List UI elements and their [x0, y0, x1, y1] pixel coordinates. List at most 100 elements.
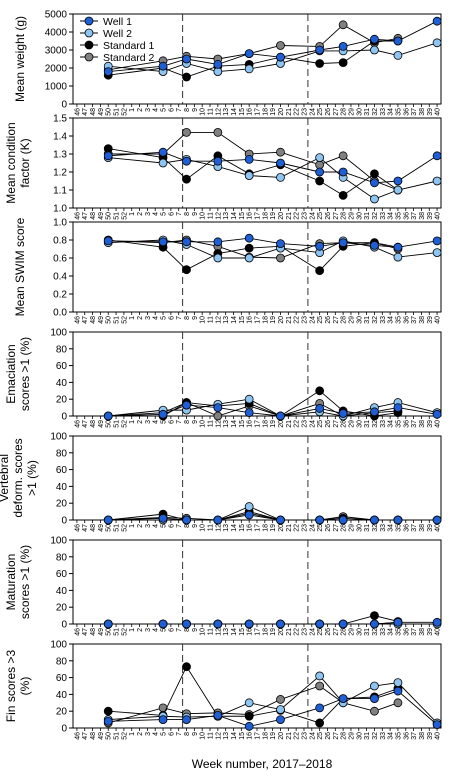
x-tick-label: 16: [247, 420, 254, 428]
x-tick-label: 4: [153, 316, 160, 320]
x-tick-label: 6: [168, 420, 175, 424]
x-tick-label: 30: [356, 108, 363, 116]
x-tick-label: 5: [161, 420, 168, 424]
data-point-well-1: [393, 242, 403, 252]
y-tick-label: 40: [56, 586, 68, 597]
x-tick-label: 13: [223, 524, 230, 532]
x-tick-label: 49: [98, 316, 105, 324]
y-tick-label: 80: [56, 552, 68, 563]
x-tick-label: 15: [239, 628, 246, 636]
x-tick-label: 48: [90, 524, 97, 532]
x-tick-label: 13: [223, 316, 230, 324]
data-point-standard-1: [370, 611, 379, 620]
x-tick-label: 34: [388, 420, 395, 428]
x-tick-label: 4: [153, 524, 160, 528]
y-tick-label: 1.5: [53, 114, 67, 125]
x-tick-label: 48: [90, 420, 97, 428]
x-tick-label: 34: [388, 212, 395, 220]
x-tick-label: 26: [325, 316, 332, 324]
x-tick-label: 24: [309, 316, 316, 324]
x-tick-label: 52: [121, 628, 128, 636]
x-tick-label: 5: [161, 108, 168, 112]
x-tick-label: 47: [82, 628, 89, 636]
x-tick-label: 18: [262, 212, 269, 220]
x-tick-label: 27: [333, 732, 340, 740]
data-point-well-1: [276, 619, 285, 629]
x-tick-label: 11: [208, 732, 215, 739]
x-tick-label: 6: [168, 108, 175, 112]
x-tick-label: 22: [294, 420, 301, 428]
data-point-well-1: [103, 236, 113, 246]
x-tick-label: 13: [223, 108, 230, 116]
data-point-well-2: [244, 394, 254, 404]
x-tick-label: 25: [317, 732, 324, 740]
x-tick-label: 32: [372, 732, 379, 740]
data-point-standard-2: [393, 698, 403, 708]
y-tick-label: 100: [50, 536, 67, 547]
data-point-well-2: [370, 45, 379, 55]
data-point-well-1: [244, 619, 254, 629]
x-tick-label: 32: [372, 524, 379, 532]
x-tick-label: 27: [333, 108, 340, 116]
y-tick-label: 60: [56, 673, 68, 684]
legend-label: Standard 1: [103, 40, 155, 52]
y-tick-label: 0.6: [53, 254, 67, 265]
y-axis-label-line: Emaciation: [4, 344, 18, 403]
y-axis-label: Mean weight (g): [13, 16, 27, 102]
legend-marker: [84, 52, 94, 62]
data-point-well-1: [315, 404, 325, 413]
data-point-well-1: [432, 720, 442, 730]
x-tick-label: 6: [168, 316, 175, 320]
x-tick-label: 52: [121, 212, 128, 220]
x-tick-label: 31: [364, 108, 371, 116]
x-tick-label: 10: [200, 420, 207, 428]
x-tick-label: 21: [286, 628, 293, 636]
data-point-well-1: [182, 156, 191, 166]
data-point-standard-1: [315, 386, 325, 396]
y-tick-label: 100: [50, 432, 67, 443]
x-tick-label: 27: [333, 316, 340, 324]
x-tick-label: 46: [74, 108, 81, 116]
x-tick-label: 23: [301, 212, 308, 220]
x-tick-label: 31: [364, 732, 371, 740]
x-tick-label: 46: [74, 732, 81, 740]
data-point-well-1: [432, 16, 442, 26]
data-point-well-1: [338, 238, 348, 248]
x-tick-label: 29: [348, 212, 355, 220]
x-tick-label: 40: [435, 212, 442, 220]
x-tick-label: 1: [129, 316, 136, 320]
x-tick-label: 47: [82, 212, 89, 220]
data-point-well-2: [370, 194, 379, 204]
x-tick-label: 12: [215, 108, 222, 116]
x-tick-label: 20: [278, 420, 285, 428]
x-tick-label: 50: [106, 108, 113, 116]
x-tick-label: 17: [255, 108, 262, 116]
series-line-standard-1: [108, 40, 398, 78]
data-point-standard-1: [315, 266, 325, 276]
x-tick-label: 2: [137, 108, 144, 112]
x-tick-label: 3: [145, 212, 152, 216]
x-tick-label: 28: [341, 732, 348, 740]
x-tick-label: 51: [114, 108, 121, 116]
data-point-well-1: [276, 158, 285, 168]
y-tick-label: 0.4: [53, 272, 67, 283]
x-tick-label: 37: [411, 108, 418, 116]
x-tick-label: 18: [262, 524, 269, 532]
x-tick-label: 4: [153, 628, 160, 632]
x-tick-label: 9: [192, 628, 199, 632]
data-point-well-1: [103, 411, 113, 421]
y-axis-label: Mean SWIM score: [13, 217, 27, 316]
x-tick-label: 5: [161, 316, 168, 320]
x-tick-label: 22: [294, 212, 301, 220]
x-tick-label: 39: [427, 212, 434, 220]
x-tick-label: 35: [395, 316, 402, 324]
x-tick-label: 51: [114, 212, 121, 220]
x-tick-label: 39: [427, 628, 434, 636]
data-point-well-2: [432, 38, 442, 48]
x-tick-label: 33: [380, 732, 387, 740]
x-tick-label: 9: [192, 108, 199, 112]
data-point-standard-2: [370, 706, 379, 716]
x-tick-label: 30: [356, 732, 363, 740]
x-tick-label: 35: [395, 108, 402, 116]
